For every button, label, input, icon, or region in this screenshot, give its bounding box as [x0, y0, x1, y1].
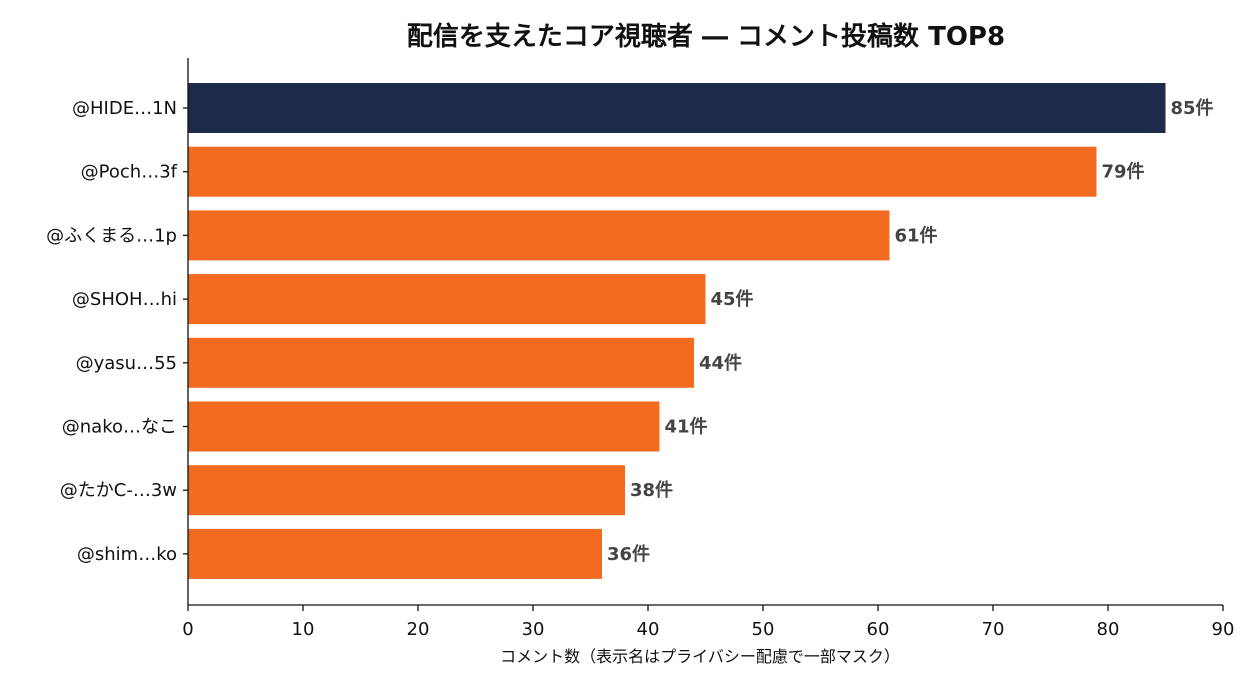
- x-tick-label-60: 60: [867, 619, 890, 640]
- x-axis-label: コメント数（表示名はプライバシー配慮で一部マスク）: [500, 647, 900, 666]
- data-label-3: 61件: [895, 224, 938, 246]
- bar-5: [188, 337, 694, 388]
- data-label-7: 38件: [630, 479, 673, 501]
- x-tick-label-50: 50: [752, 619, 775, 640]
- bar-4: [188, 274, 706, 325]
- x-tick-label-0: 0: [182, 619, 193, 640]
- x-tick-label-10: 10: [292, 619, 315, 640]
- bar-6: [188, 401, 660, 452]
- y-tick-label-5: @yasu…55: [76, 353, 177, 374]
- bars-group: 85件 79件 61件 45件 44件 41件 38件 36件: [188, 83, 1214, 579]
- x-tick-label-80: 80: [1097, 619, 1120, 640]
- x-tick-label-40: 40: [637, 619, 660, 640]
- x-tick-label-30: 30: [522, 619, 545, 640]
- y-tick-label-6: @nako…なこ: [62, 417, 177, 438]
- x-tick-label-90: 90: [1212, 619, 1235, 640]
- bar-7: [188, 465, 625, 516]
- y-tick-label-7: @たかC-…3w: [60, 480, 177, 501]
- bar-1: [188, 83, 1166, 133]
- bar-3: [188, 210, 890, 261]
- data-label-4: 45件: [711, 288, 754, 310]
- y-tick-label-8: @shim…ko: [77, 544, 177, 565]
- bar-8: [188, 528, 602, 579]
- y-tick-label-3: @ふくまる…1p: [46, 225, 177, 246]
- chart-title: 配信を支えたコア視聴者 ― コメント投稿数 TOP8: [407, 21, 1005, 52]
- data-label-8: 36件: [607, 543, 650, 565]
- data-label-5: 44件: [699, 352, 742, 374]
- data-label-6: 41件: [665, 416, 708, 438]
- x-tick-label-20: 20: [407, 619, 430, 640]
- data-label-1: 85件: [1171, 97, 1214, 119]
- y-tick-label-1: @HIDE…1N: [72, 98, 177, 119]
- y-tick-label-4: @SHOH…hi: [72, 289, 177, 310]
- bar-2: [188, 146, 1097, 197]
- y-tick-label-2: @Poch…3f: [81, 162, 178, 183]
- data-label-2: 79件: [1102, 161, 1145, 183]
- x-tick-label-70: 70: [982, 619, 1005, 640]
- y-tick-labels: @HIDE…1N @Poch…3f @ふくまる…1p @SHOH…hi @yasu…55…: [46, 98, 188, 565]
- x-ticks: 0 10 20 30 40 50 60 70 80 90: [182, 605, 1234, 640]
